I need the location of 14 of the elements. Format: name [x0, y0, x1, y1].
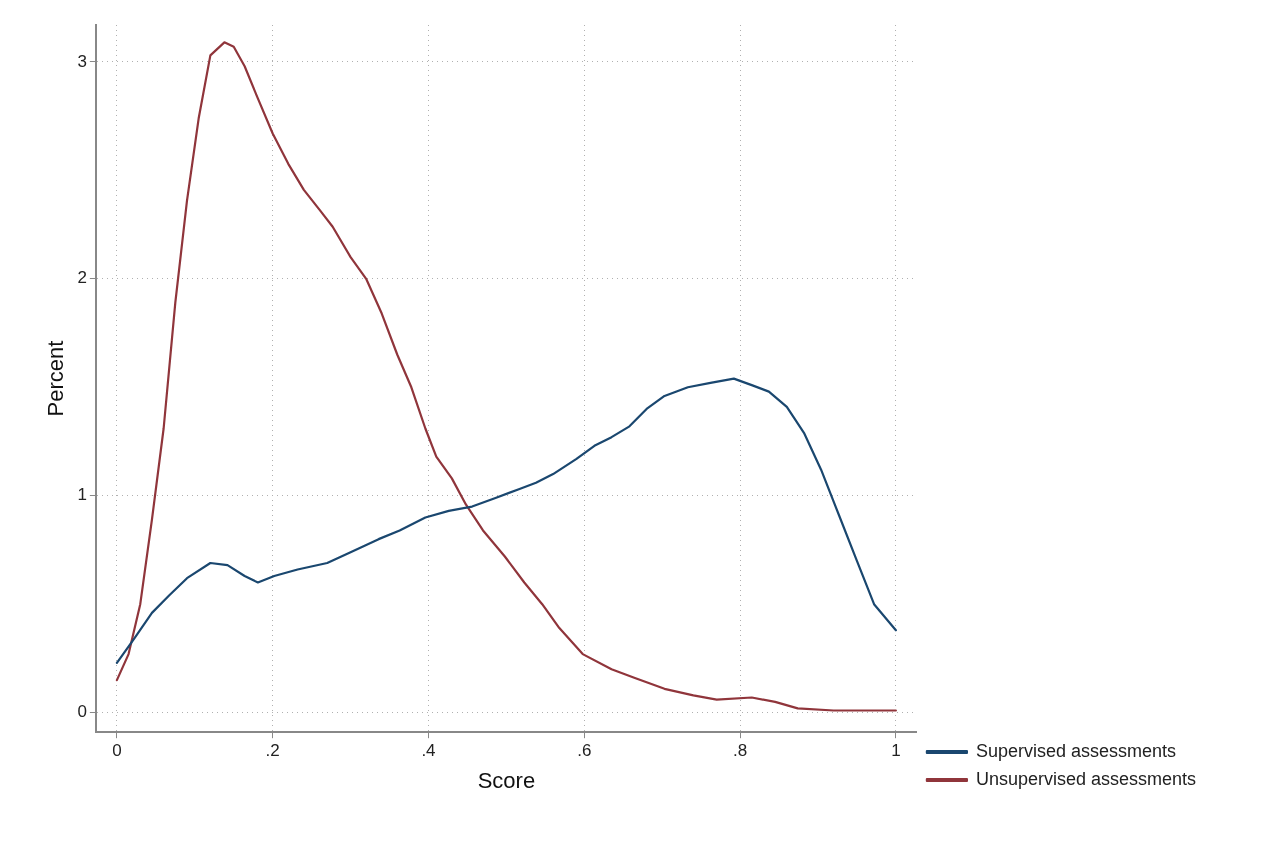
- x-axis-title: Score: [477, 767, 536, 793]
- y-tick-label: 1: [77, 485, 87, 505]
- y-tick-label: 0: [77, 702, 87, 722]
- x-tick-label: .4: [421, 741, 436, 761]
- y-tick-label: 2: [77, 268, 87, 288]
- x-tick-label: .8: [732, 741, 748, 761]
- x-tick-label: 1: [891, 741, 901, 761]
- x-tick-label: .6: [577, 741, 592, 761]
- y-tick-label: 3: [77, 51, 87, 71]
- y-axis-title: Percent: [43, 340, 69, 417]
- legend-label: Supervised assessments: [975, 740, 1176, 761]
- x-tick-label: .2: [265, 741, 280, 761]
- x-tick-label: 0: [112, 741, 122, 761]
- legend-label: Unsupervised assessments: [975, 768, 1197, 789]
